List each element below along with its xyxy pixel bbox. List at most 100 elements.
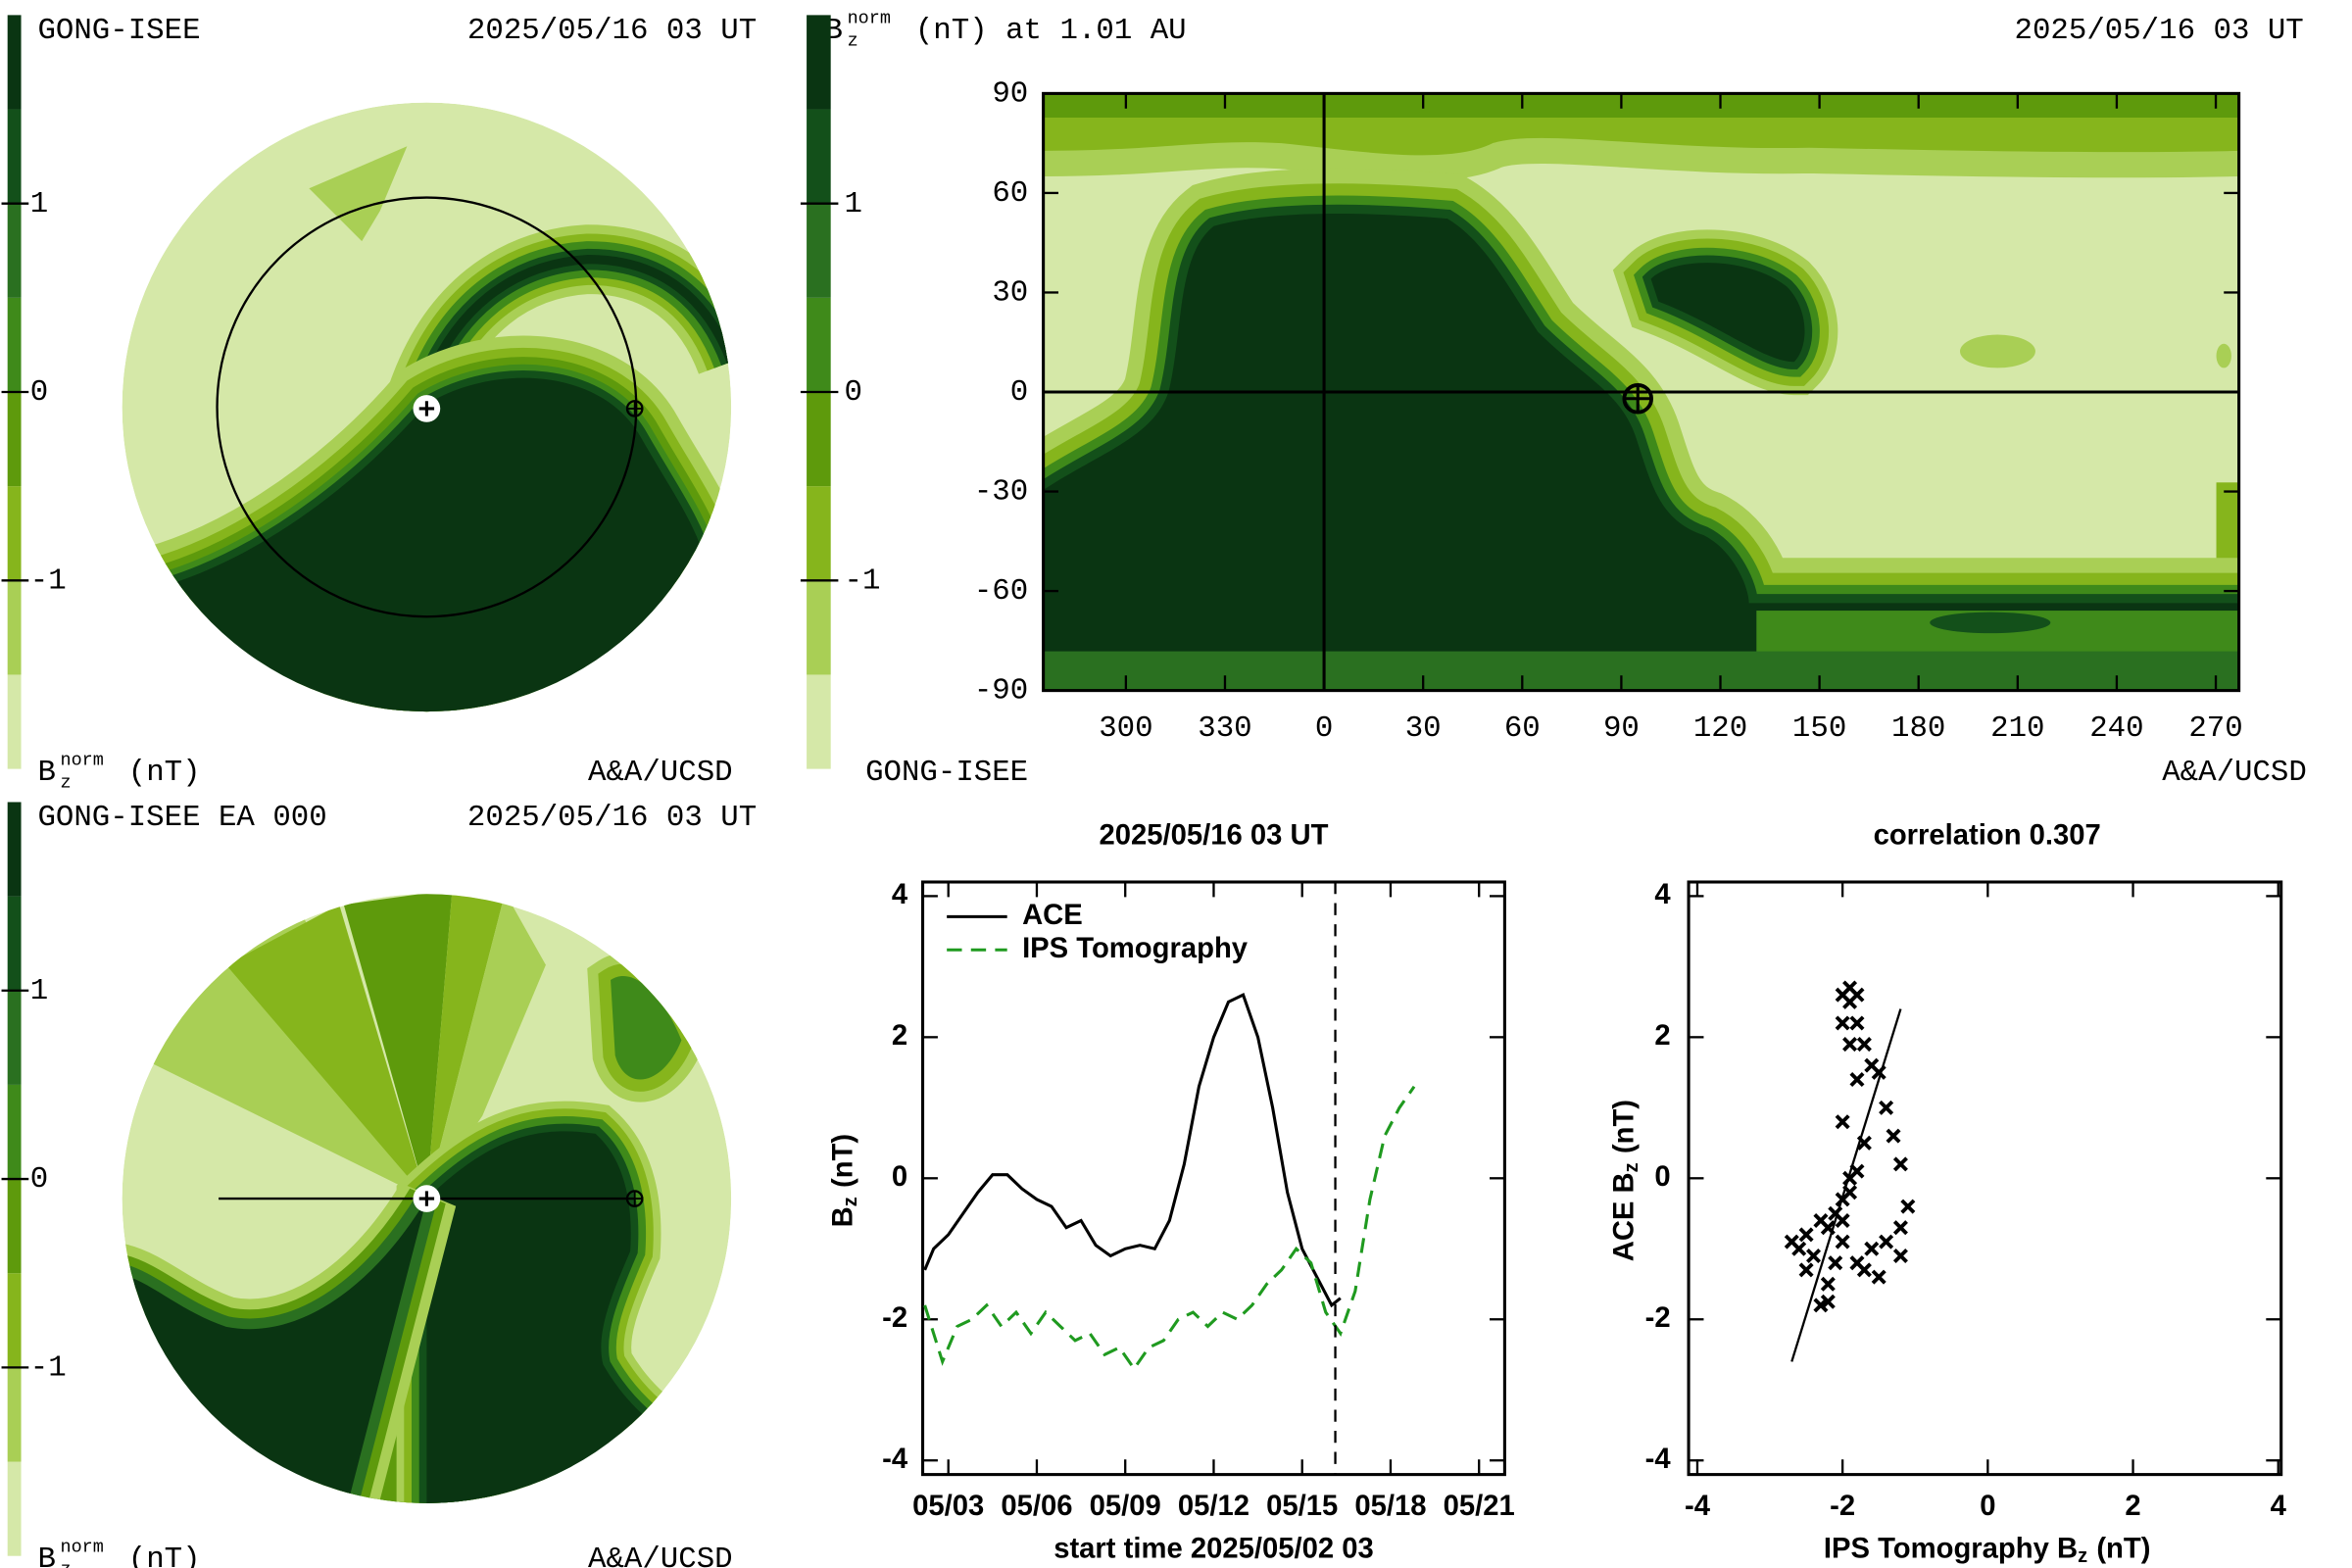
- scatter-point: [1849, 1072, 1865, 1088]
- label-symbol: B: [827, 1206, 858, 1227]
- colorbar-band: [7, 15, 22, 110]
- y-tick-label: -2: [882, 1302, 907, 1334]
- colorbar-tick-label: -1: [30, 564, 67, 598]
- label-sup: norm: [61, 1537, 104, 1557]
- credit: A&A/UCSD: [588, 1543, 733, 1568]
- colorbar-band: [7, 1084, 22, 1180]
- x-axis-label: start time 2025/05/02 03: [1054, 1533, 1374, 1564]
- scatter-point: [1892, 1156, 1908, 1172]
- x-tick-label: 0: [1980, 1491, 1995, 1522]
- colorbar-band: [7, 580, 22, 675]
- scatter-point: [1813, 1298, 1829, 1313]
- x-tick-label: 300: [1099, 711, 1152, 746]
- scatter-point: [1900, 1199, 1916, 1214]
- contour: [1043, 651, 2239, 691]
- scatter-point: [1892, 1248, 1908, 1263]
- colorbar-band: [807, 674, 831, 769]
- x-tick-label: -2: [1830, 1491, 1855, 1522]
- axis-label: ACE Bz (nT): [1608, 1100, 1642, 1261]
- contour: [1930, 612, 2051, 634]
- colorbar-band: [7, 1179, 22, 1274]
- y-tick-label: 0: [1654, 1161, 1670, 1193]
- scatter-point: [1849, 1015, 1865, 1031]
- label-sub: z: [61, 1559, 72, 1568]
- x-tick-label: 30: [1405, 711, 1442, 746]
- scatter-point: [1835, 1114, 1850, 1130]
- scatter-point: [1886, 1128, 1901, 1144]
- label-symbol: ACE B: [1608, 1172, 1640, 1261]
- x-tick-label: 120: [1693, 711, 1747, 746]
- scatter-point: [1842, 1037, 1858, 1053]
- timestamp: 2025/05/16 03 UT: [467, 14, 757, 48]
- source-label: GONG-ISEE: [37, 14, 200, 48]
- plot-frame: [1687, 880, 2283, 1477]
- colorbar-band: [807, 392, 831, 487]
- x-tick-label: 180: [1891, 711, 1945, 746]
- legend-label: ACE: [1022, 900, 1083, 931]
- source-label: GONG-ISEE EA 000: [37, 801, 326, 835]
- x-tick-label: 240: [2089, 711, 2143, 746]
- scatter-point: [1835, 987, 1850, 1003]
- colorbar-band: [7, 109, 22, 204]
- y-tick-label: 2: [1654, 1020, 1670, 1052]
- contour: [426, 894, 546, 1200]
- chart-title: correlation 0.307: [1874, 820, 2101, 852]
- y-tick-label: -90: [974, 674, 1028, 709]
- x-tick-label: 05/03: [912, 1491, 984, 1522]
- colorbar-tick-label: 0: [845, 375, 862, 410]
- y-tick-label: 0: [892, 1161, 907, 1193]
- source-label: GONG-ISEE: [865, 756, 1028, 790]
- colorbar-band: [7, 392, 22, 487]
- scatter-point: [1856, 1037, 1872, 1053]
- y-tick-label: -4: [882, 1444, 908, 1475]
- colorbar-band: [807, 109, 831, 204]
- colorbar-tick-label: 0: [30, 375, 48, 410]
- sun-marker: [413, 395, 441, 422]
- label-sub: z: [2078, 1546, 2087, 1568]
- colorbar-tick-label: 1: [30, 974, 48, 1008]
- x-tick-label: 330: [1198, 711, 1251, 746]
- axis-label: Bz (nT): [827, 1134, 861, 1227]
- y-tick-label: 4: [1654, 879, 1671, 910]
- y-tick-label: 90: [992, 77, 1028, 112]
- x-tick-label: 05/09: [1090, 1491, 1161, 1522]
- timestamp: 2025/05/16 03 UT: [2015, 14, 2304, 48]
- y-tick-label: 0: [1010, 375, 1028, 410]
- y-tick-label: 30: [992, 276, 1028, 311]
- x-tick-label: -4: [1685, 1491, 1711, 1522]
- label-unit: (nT): [1608, 1100, 1640, 1153]
- scatter-point: [1791, 1241, 1807, 1256]
- scatter-point: [1820, 1276, 1836, 1292]
- contour: [1960, 334, 2035, 368]
- label-unit: (nT): [2096, 1533, 2150, 1564]
- earth-orbit: [216, 196, 638, 618]
- credit: A&A/UCSD: [588, 756, 733, 790]
- x-tick-label: 05/18: [1354, 1491, 1426, 1522]
- colorbar-band: [7, 486, 22, 581]
- colorbar-band: [7, 1273, 22, 1368]
- y-tick-label: -60: [974, 574, 1028, 609]
- contour: [1043, 93, 2239, 118]
- label-sub: z: [1621, 1162, 1642, 1172]
- axis-label: IPS Tomography Bz (nT): [1824, 1533, 2151, 1567]
- x-tick-label: 150: [1792, 711, 1846, 746]
- scatter-point: [1835, 1015, 1850, 1031]
- x-tick-label: 4: [2271, 1491, 2287, 1522]
- x-tick-label: 05/21: [1444, 1491, 1515, 1522]
- scatter-point: [1849, 1163, 1865, 1179]
- label-unit: (nT): [128, 1543, 201, 1568]
- x-tick-label: 90: [1603, 711, 1640, 746]
- colorbar-band: [7, 896, 22, 991]
- colorbar-band: [807, 486, 831, 581]
- sun-cross: [418, 401, 435, 416]
- colorbar-band: [7, 203, 22, 298]
- scatter-point: [1835, 1212, 1850, 1229]
- contour: [426, 894, 506, 1200]
- colorbar-band: [807, 580, 831, 675]
- earth-marker: [625, 1190, 644, 1207]
- series-line: [923, 1085, 1416, 1372]
- sun-marker: [413, 1185, 441, 1212]
- label-symbol: B: [37, 1543, 55, 1568]
